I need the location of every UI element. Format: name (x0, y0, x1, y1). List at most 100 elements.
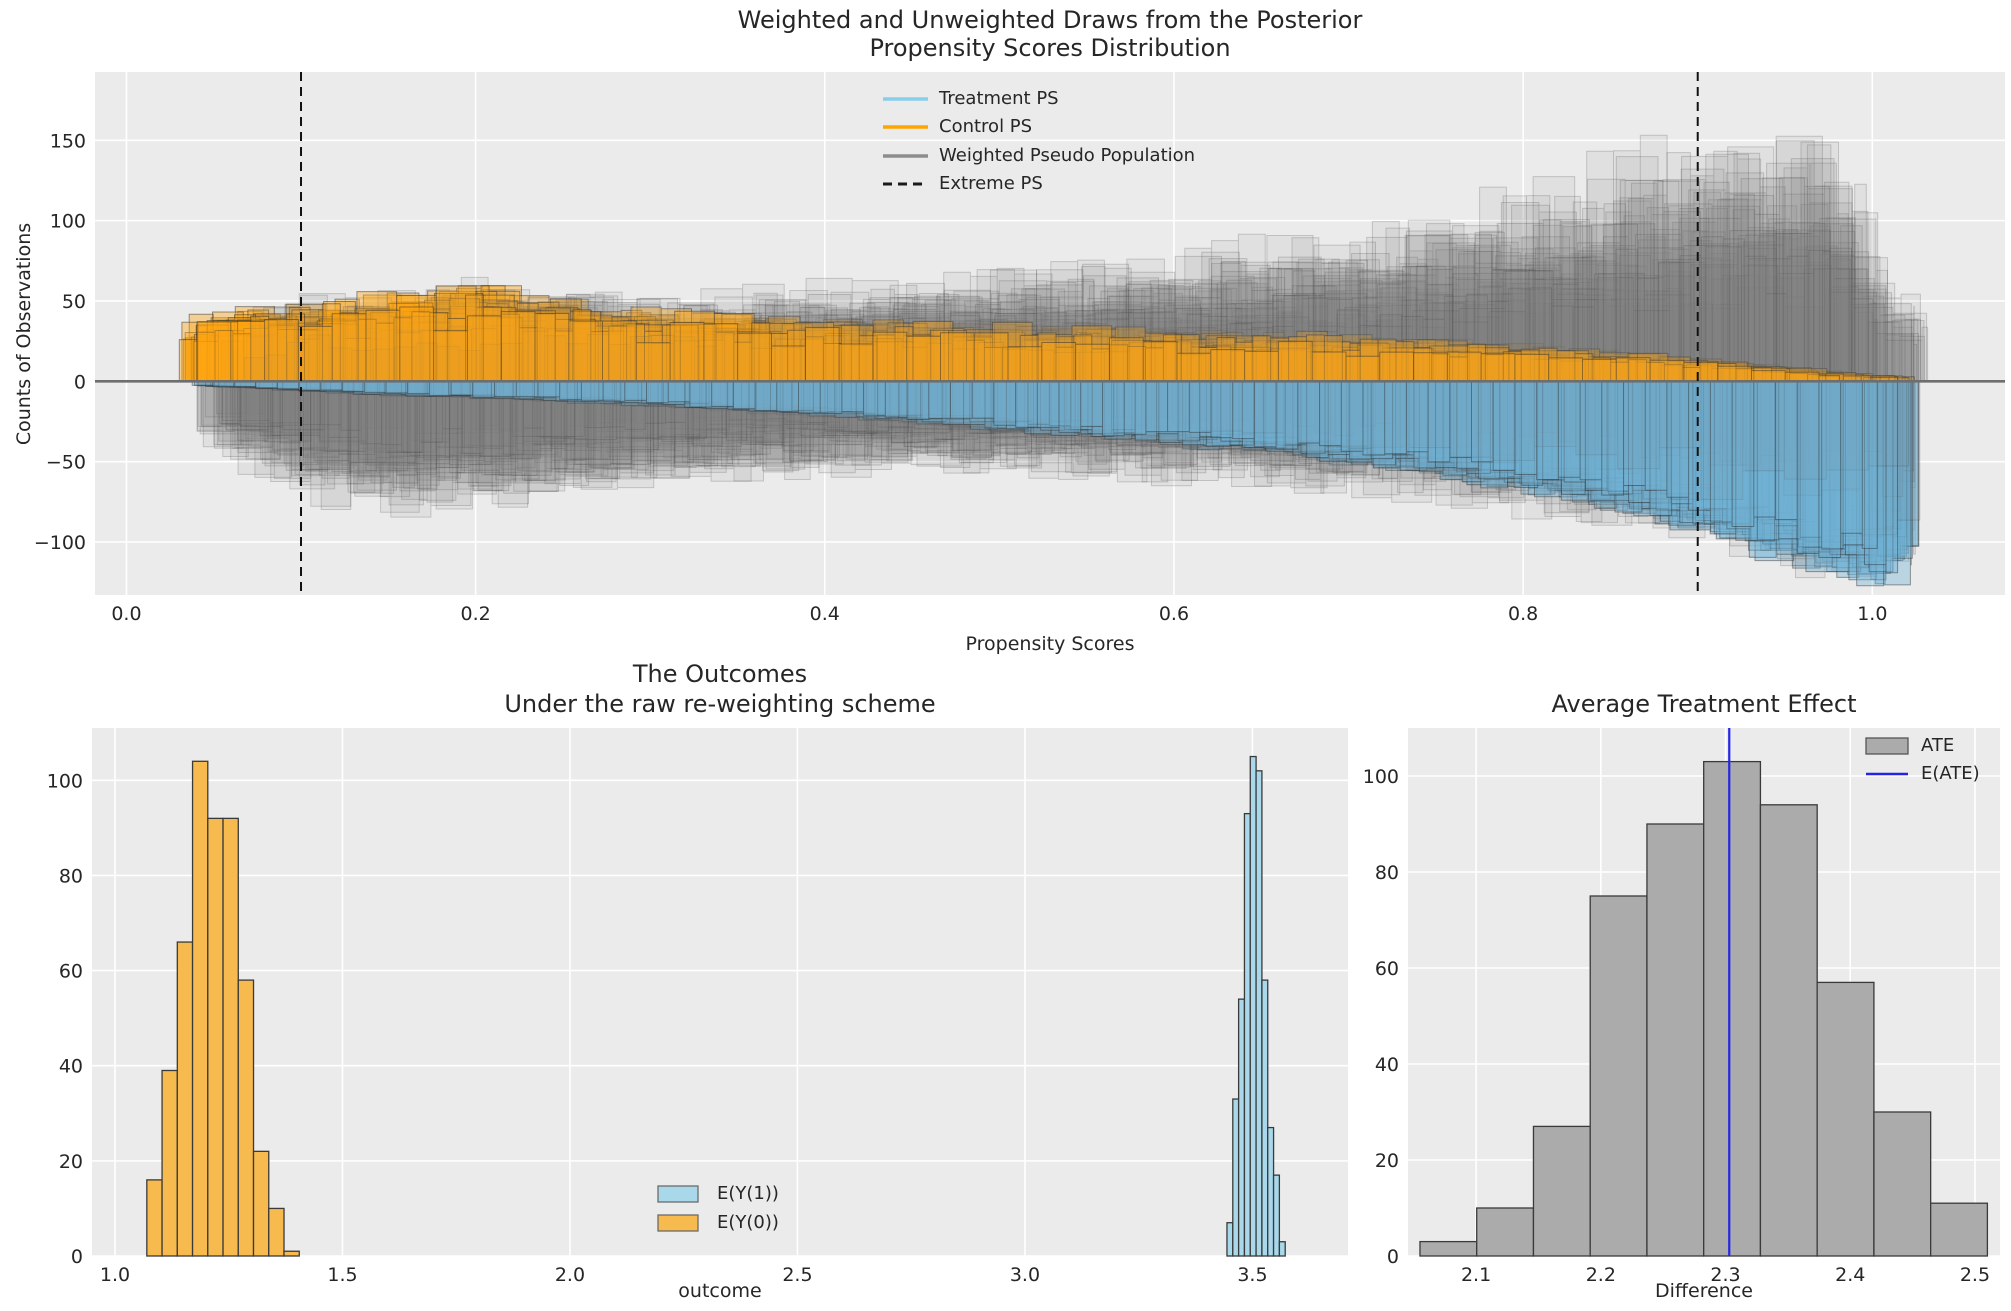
outcomes-axes: 1.0 1.5 2.0 2.5 3.0 3.5 0 20 40 60 80 100 (47, 728, 1348, 1286)
histogram-bar (1249, 755, 1257, 1257)
weighted-pseudo-population-draw (206, 146, 1853, 382)
treatment-ps-draw (231, 380, 1891, 574)
legend-swatch-ey0 (657, 1214, 699, 1232)
ps-distribution-ytick-label: 0 (74, 371, 86, 393)
treatment-ps-draw (205, 380, 1873, 551)
treatment-ps-draw (223, 380, 1881, 543)
ate-ytick-label: 100 (1363, 766, 1399, 788)
top-ylabel: Counts of Observations (13, 222, 35, 446)
weighted-pseudo-population-draw (218, 380, 1877, 560)
histogram-bar (1261, 979, 1269, 1257)
histogram-bar (161, 1069, 178, 1257)
ps-distribution-xtick-label: 0.0 (111, 603, 141, 625)
histogram-bar (252, 1150, 270, 1257)
outcomes-xtick-label: 3.0 (1010, 1264, 1040, 1286)
weighted-pseudo-population-draw (202, 380, 1916, 579)
histogram-bar (1267, 1126, 1275, 1257)
weighted-pseudo-population-draw (196, 380, 1921, 536)
legend-label-ate: ATE (1921, 735, 1955, 756)
outcomes-xlabel: outcome (678, 1280, 762, 1302)
treatment-ps-draw (205, 380, 1910, 562)
ate-xtick-label: 2.4 (1835, 1264, 1865, 1286)
ate-xtick-label: 2.1 (1461, 1264, 1491, 1286)
weighted-pseudo-population-draw (216, 380, 1877, 563)
ate-legend (1865, 737, 1909, 776)
histogram-bar (1532, 1125, 1591, 1257)
weighted-pseudo-population-draw (240, 380, 1876, 509)
ate-xlabel: Difference (1655, 1280, 1753, 1302)
weighted-pseudo-population-draw (201, 380, 1916, 539)
outcomes-title-line2: Under the raw re-weighting scheme (504, 690, 936, 718)
ps-distribution-ytick-label: −50 (46, 452, 86, 474)
histogram-bar (222, 817, 239, 1257)
ate-xtick-label: 2.5 (1960, 1264, 1990, 1286)
outcomes-ytick-label: 80 (59, 865, 83, 887)
histogram-bar (1703, 760, 1762, 1257)
ate-ytick-label: 20 (1375, 1150, 1399, 1172)
outcomes-ytick-label: 0 (71, 1246, 83, 1268)
weighted-pseudo-population-draw (226, 380, 1898, 496)
ate-ytick-label: 40 (1375, 1054, 1399, 1076)
treatment-ps-draw (226, 380, 1879, 541)
treatment-ps-draw (219, 380, 1911, 558)
histogram-bar (1646, 823, 1705, 1257)
histogram-bar (1476, 1207, 1535, 1257)
weighted-pseudo-population-draw (213, 380, 1879, 535)
treatment-ps-draw (207, 380, 1869, 569)
ate-ytick-label: 0 (1387, 1246, 1399, 1268)
suptitle-line1: Weighted and Unweighted Draws from the P… (737, 6, 1363, 34)
legend-label-ey0: E(Y(0)) (717, 1212, 779, 1233)
weighted-pseudo-population-draw (197, 380, 1859, 548)
histogram-bar (191, 760, 209, 1257)
weighted-pseudo-population-draw (232, 380, 1915, 512)
legend-label-control-ps: Control PS (939, 116, 1033, 137)
weighted-pseudo-population-draw (237, 380, 1873, 511)
histogram-bar (1278, 1241, 1286, 1257)
treatment-ps-draw (191, 380, 1919, 556)
histogram-bar (268, 1207, 285, 1257)
treatment-ps-draw (208, 380, 1902, 561)
ps-distribution-ytick-label: 100 (50, 211, 86, 233)
ate-title: Average Treatment Effect (1551, 690, 1857, 718)
treatment-ps-draw (194, 380, 1895, 537)
outcomes-xtick-label: 3.5 (1237, 1264, 1267, 1286)
treatment-ps-draw (205, 380, 1905, 578)
legend-label-ey1: E(Y(1)) (717, 1183, 779, 1204)
treatment-ps-draw (218, 380, 1912, 587)
control-ps-draw (196, 292, 1899, 382)
outcomes-xtick-label: 2.5 (782, 1264, 812, 1286)
ps-distribution-ytick-label: −100 (34, 532, 86, 554)
weighted-pseudo-population-draw (230, 380, 1902, 567)
treatment-ps-draw (220, 380, 1913, 565)
outcomes-ytick-label: 20 (59, 1151, 83, 1173)
treatment-ps-draw (212, 380, 1899, 574)
outcomes-ytick-label: 40 (59, 1056, 83, 1078)
histogram-bar (1589, 895, 1648, 1257)
histogram-bar (1873, 1111, 1932, 1257)
histogram-bar (1272, 1174, 1281, 1257)
weighted-pseudo-population-draw (213, 380, 1910, 562)
histogram-bar (1930, 1202, 1989, 1257)
ps-distribution-xtick-label: 0.2 (460, 603, 490, 625)
histogram-bar (1226, 1222, 1234, 1257)
weighted-pseudo-population-draw (199, 380, 1885, 568)
legend-label-e-ate: E(ATE) (1921, 763, 1980, 784)
histogram-bar (283, 1250, 300, 1257)
histogram-bar (237, 979, 255, 1257)
weighted-pseudo-population-draw (216, 380, 1856, 487)
suptitle-line2: Propensity Scores Distribution (869, 34, 1231, 62)
histogram-bar (1255, 770, 1263, 1257)
weighted-pseudo-population-draw (196, 380, 1878, 577)
outcomes-ytick-label: 60 (59, 961, 83, 983)
ate-ytick-label: 80 (1375, 862, 1399, 884)
treatment-ps-draw (233, 380, 1878, 558)
weighted-pseudo-population-draw (250, 135, 1912, 382)
weighted-pseudo-population-draw (222, 380, 1901, 512)
outcomes-bars (146, 755, 1286, 1257)
histogram-bar (1237, 998, 1246, 1257)
weighted-pseudo-population-draw (240, 380, 1910, 500)
weighted-pseudo-population-draw (204, 380, 1861, 483)
treatment-ps-draw (235, 380, 1913, 573)
